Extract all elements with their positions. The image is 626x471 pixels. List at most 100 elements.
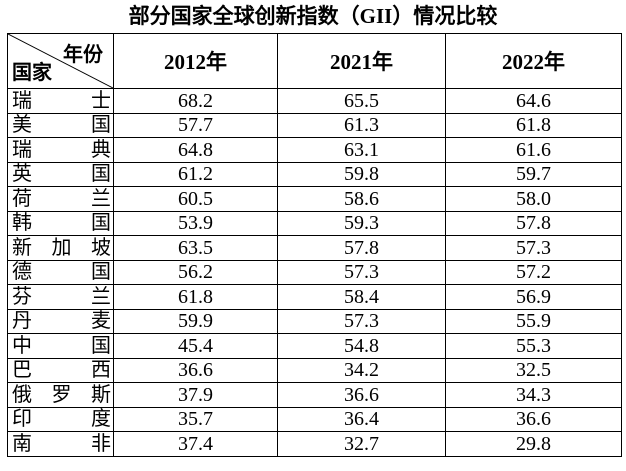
country-name: 俄罗斯	[12, 383, 111, 406]
value-cell: 29.8	[445, 431, 622, 457]
country-cell: 印度	[7, 406, 114, 432]
table-row: 韩国 53.9 59.3 57.8	[7, 210, 622, 236]
value-cell: 68.2	[113, 88, 278, 114]
country-cell: 俄罗斯	[7, 382, 114, 408]
value-cell: 34.2	[277, 357, 446, 383]
value-cell: 36.4	[277, 406, 446, 432]
country-cell: 荷兰	[7, 186, 114, 212]
country-name: 瑞士	[12, 89, 111, 112]
country-name: 韩国	[12, 212, 111, 235]
value-cell: 57.3	[277, 308, 446, 334]
table-row: 荷兰 60.5 58.6 58.0	[7, 186, 622, 212]
country-cell: 芬兰	[7, 284, 114, 310]
country-name: 南非	[12, 432, 111, 455]
value-cell: 59.8	[277, 161, 446, 187]
country-cell: 瑞士	[7, 88, 114, 114]
value-cell: 64.6	[445, 88, 622, 114]
table-row: 德国 56.2 57.3 57.2	[7, 259, 622, 285]
value-cell: 57.7	[113, 112, 278, 138]
value-cell: 59.3	[277, 210, 446, 236]
table-row: 俄罗斯 37.9 36.6 34.3	[7, 382, 622, 408]
country-name: 印度	[12, 408, 111, 431]
country-name: 瑞典	[12, 138, 111, 161]
country-name: 德国	[12, 261, 111, 284]
country-cell: 美国	[7, 112, 114, 138]
value-cell: 32.5	[445, 357, 622, 383]
table-row: 南非 37.4 32.7 29.8	[7, 431, 622, 457]
country-cell: 巴西	[7, 357, 114, 383]
value-cell: 58.0	[445, 186, 622, 212]
table-row: 巴西 36.6 34.2 32.5	[7, 357, 622, 383]
value-cell: 58.6	[277, 186, 446, 212]
value-cell: 34.3	[445, 382, 622, 408]
table-row: 瑞士 68.2 65.5 64.6	[7, 88, 622, 114]
country-cell: 德国	[7, 259, 114, 285]
value-cell: 61.6	[445, 137, 622, 163]
table-row: 芬兰 61.8 58.4 56.9	[7, 284, 622, 310]
table-title: 部分国家全球创新指数（GII）情况比较	[128, 4, 498, 28]
country-cell: 丹麦	[7, 308, 114, 334]
value-cell: 61.8	[113, 284, 278, 310]
value-cell: 59.9	[113, 308, 278, 334]
corner-country-label: 国家	[12, 62, 52, 84]
value-cell: 32.7	[277, 431, 446, 457]
table-row: 丹麦 59.9 57.3 55.9	[7, 308, 622, 334]
gii-table: 年份 国家 2012年 2021年 2022年 瑞士 68.2 65.5 64.6 美国…	[7, 33, 622, 457]
value-cell: 60.5	[113, 186, 278, 212]
value-cell: 63.1	[277, 137, 446, 163]
value-cell: 61.3	[277, 112, 446, 138]
value-cell: 57.8	[445, 210, 622, 236]
value-cell: 65.5	[277, 88, 446, 114]
value-cell: 37.4	[113, 431, 278, 457]
value-cell: 56.2	[113, 259, 278, 285]
corner-header-cell: 年份 国家	[7, 33, 114, 89]
table-row: 新加坡 63.5 57.8 57.3	[7, 235, 622, 261]
country-cell: 英国	[7, 161, 114, 187]
country-name: 中国	[12, 334, 111, 357]
country-name: 英国	[12, 163, 111, 186]
value-cell: 57.3	[445, 235, 622, 261]
country-name: 美国	[12, 114, 111, 137]
value-cell: 54.8	[277, 333, 446, 359]
country-cell: 瑞典	[7, 137, 114, 163]
column-header-2021: 2021年	[277, 33, 446, 89]
table-row: 瑞典 64.8 63.1 61.6	[7, 137, 622, 163]
value-cell: 61.8	[445, 112, 622, 138]
value-cell: 55.9	[445, 308, 622, 334]
value-cell: 36.6	[445, 406, 622, 432]
table-row: 美国 57.7 61.3 61.8	[7, 112, 622, 138]
country-cell: 南非	[7, 431, 114, 457]
value-cell: 57.3	[277, 259, 446, 285]
value-cell: 58.4	[277, 284, 446, 310]
country-cell: 韩国	[7, 210, 114, 236]
corner-year-label: 年份	[63, 44, 103, 66]
country-cell: 中国	[7, 333, 114, 359]
header-row: 年份 国家 2012年 2021年 2022年	[7, 33, 622, 89]
value-cell: 63.5	[113, 235, 278, 261]
country-cell: 新加坡	[7, 235, 114, 261]
diagonal-divider	[8, 34, 113, 88]
country-name: 新加坡	[12, 236, 111, 259]
value-cell: 37.9	[113, 382, 278, 408]
column-header-2012: 2012年	[113, 33, 278, 89]
table-row: 印度 35.7 36.4 36.6	[7, 406, 622, 432]
table-row: 英国 61.2 59.8 59.7	[7, 161, 622, 187]
value-cell: 56.9	[445, 284, 622, 310]
value-cell: 64.8	[113, 137, 278, 163]
value-cell: 53.9	[113, 210, 278, 236]
value-cell: 57.8	[277, 235, 446, 261]
value-cell: 61.2	[113, 161, 278, 187]
country-name: 芬兰	[12, 285, 111, 308]
value-cell: 36.6	[277, 382, 446, 408]
country-name: 巴西	[12, 359, 111, 382]
table-row: 中国 45.4 54.8 55.3	[7, 333, 622, 359]
value-cell: 59.7	[445, 161, 622, 187]
value-cell: 55.3	[445, 333, 622, 359]
country-name: 荷兰	[12, 187, 111, 210]
column-header-2022: 2022年	[445, 33, 622, 89]
country-name: 丹麦	[12, 310, 111, 333]
value-cell: 57.2	[445, 259, 622, 285]
value-cell: 35.7	[113, 406, 278, 432]
value-cell: 36.6	[113, 357, 278, 383]
value-cell: 45.4	[113, 333, 278, 359]
